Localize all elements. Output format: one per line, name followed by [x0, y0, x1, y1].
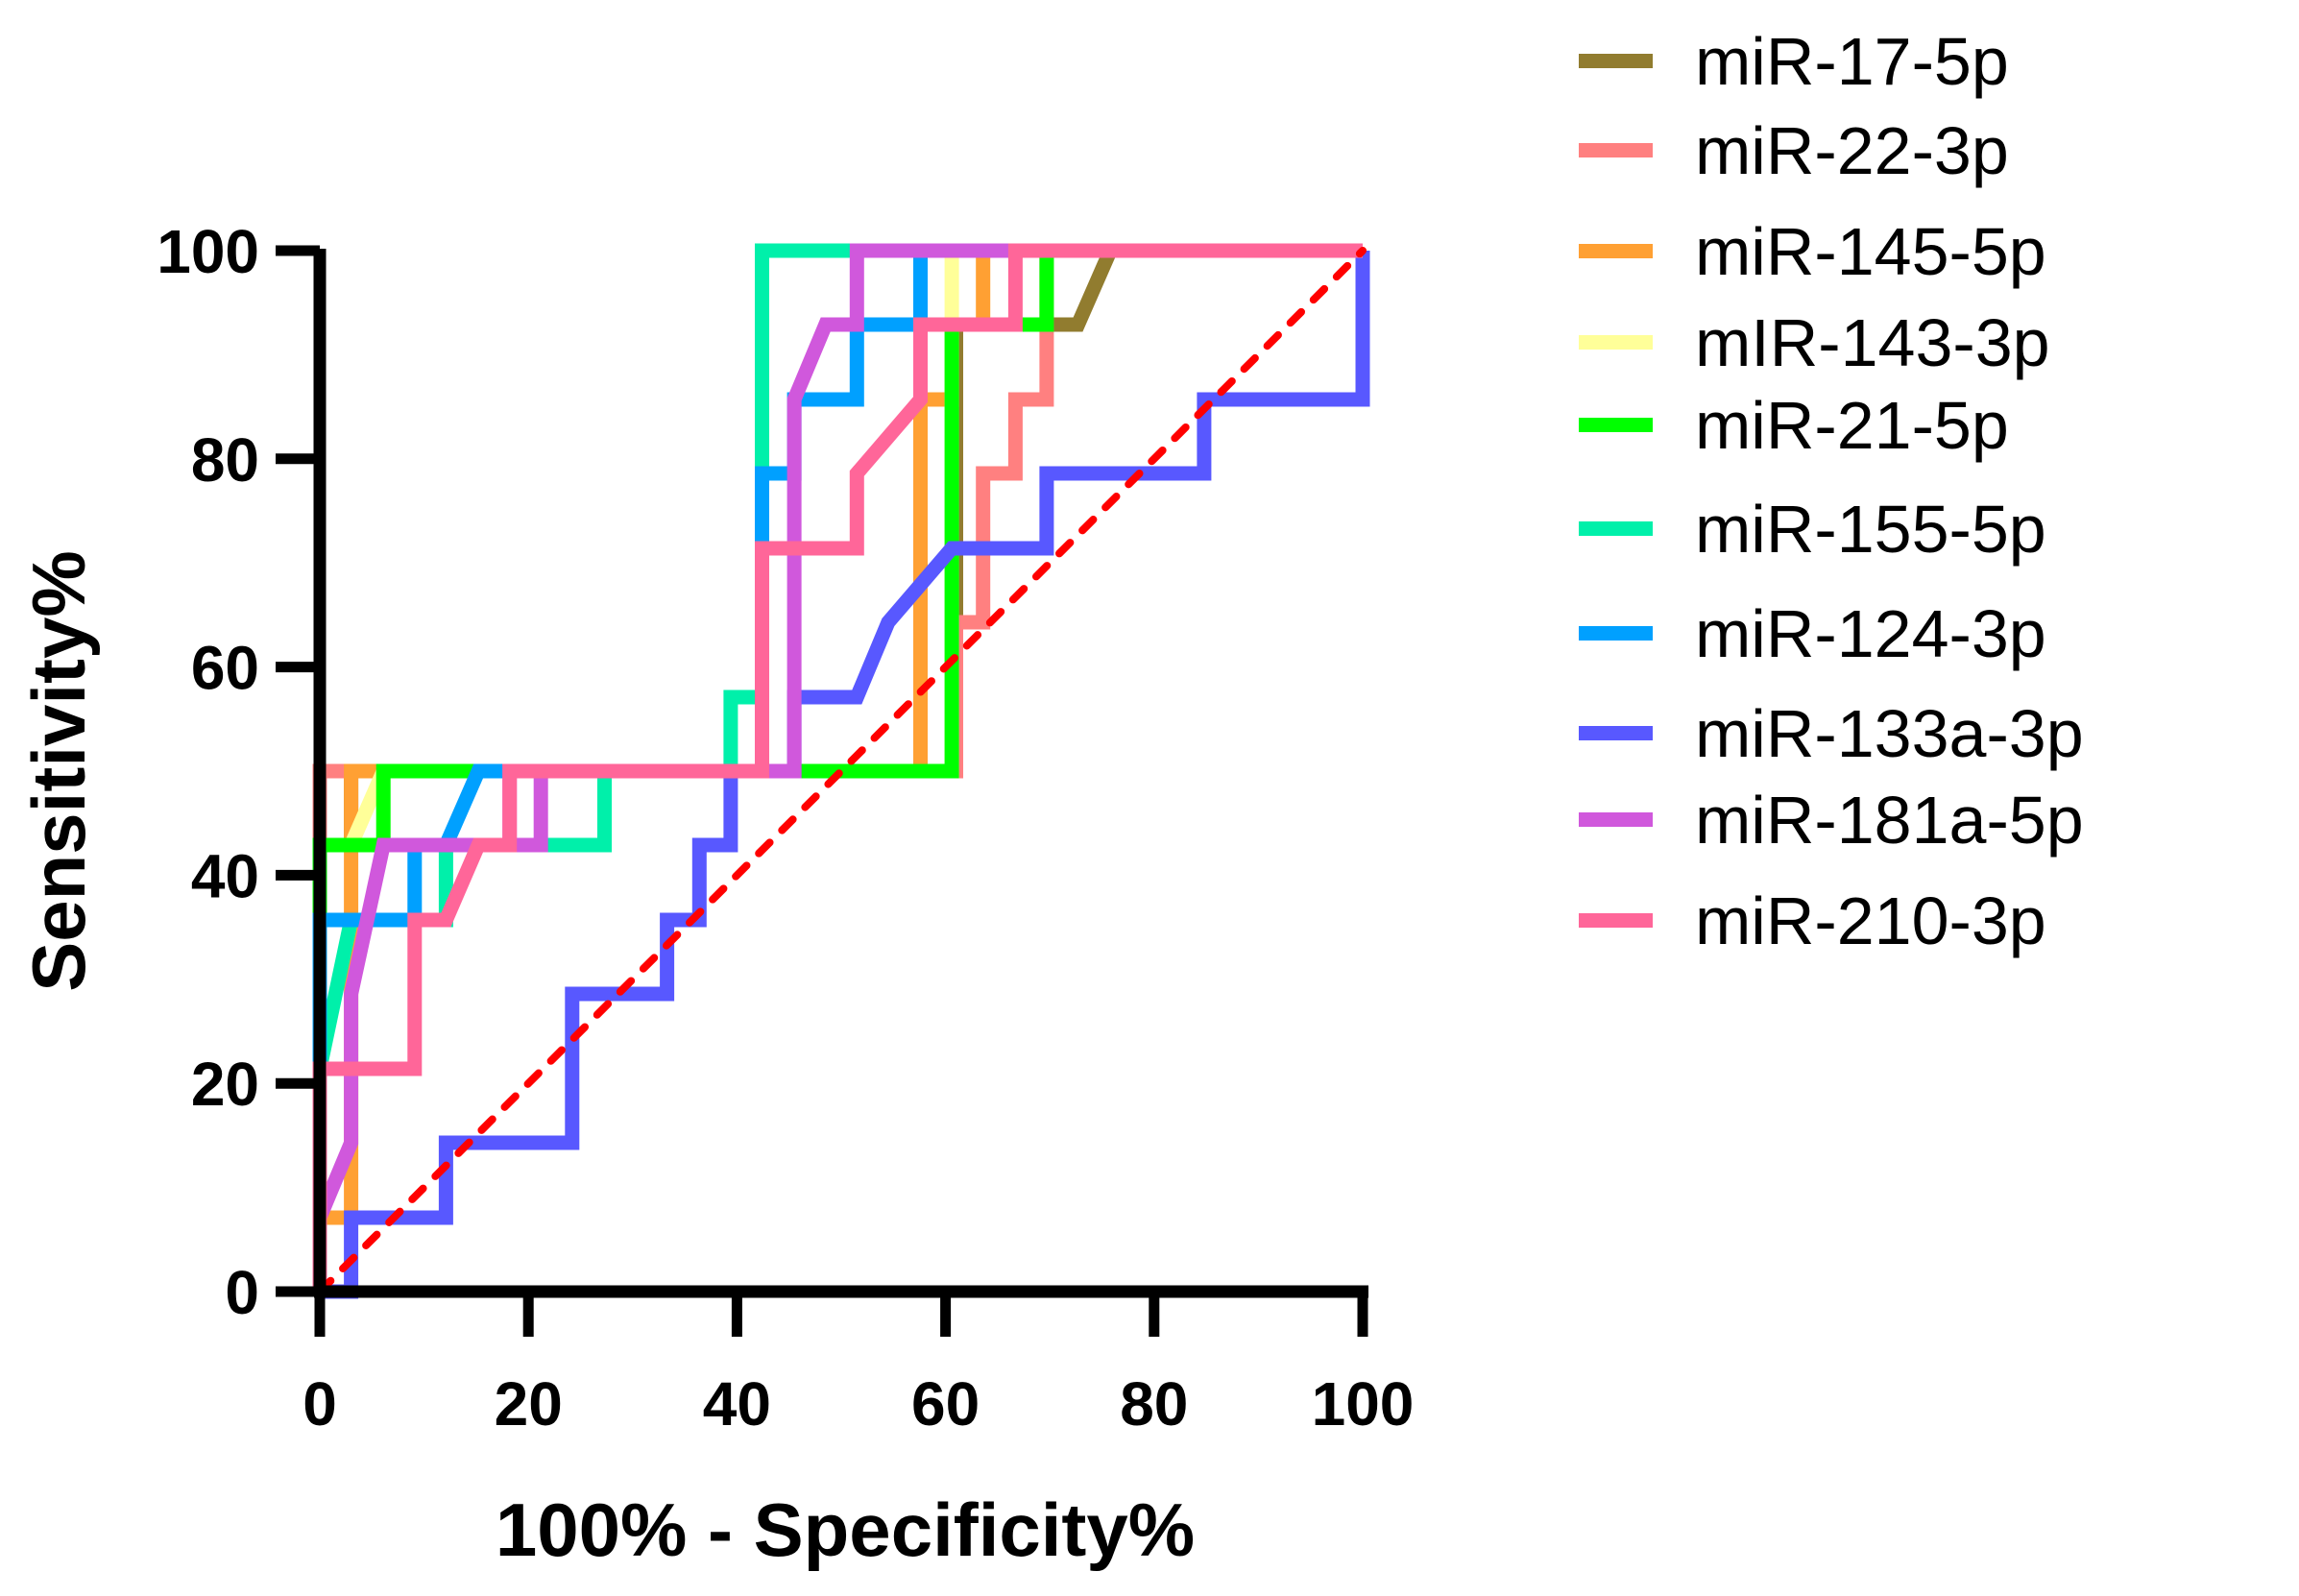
legend-swatch: [1579, 244, 1653, 258]
legend-swatch: [1579, 143, 1653, 157]
legend-swatch: [1579, 335, 1653, 350]
x-tick-label: 0: [302, 1369, 337, 1439]
legend-swatch: [1579, 913, 1653, 928]
x-axis-title: 100% - Specificity%: [496, 1487, 1195, 1572]
legend-label: miR-124-3p: [1695, 596, 2046, 671]
legend-label: miR-17-5p: [1695, 24, 2009, 99]
x-tick-label: 60: [911, 1369, 980, 1439]
y-tick-label: 100: [157, 217, 259, 286]
y-tick-label: 20: [191, 1050, 259, 1119]
legend-swatch: [1579, 418, 1653, 432]
legend-swatch: [1579, 521, 1653, 536]
legend-label: mIR-143-3p: [1695, 305, 2050, 380]
legend-label: miR-155-5p: [1695, 492, 2046, 567]
y-axis-title: Sensitivity%: [16, 550, 101, 992]
legend-swatch: [1579, 812, 1653, 827]
x-tick-label: 40: [703, 1369, 771, 1439]
y-tick-label: 0: [225, 1258, 259, 1327]
reference-diagonal-line: [316, 247, 1367, 1295]
legend-label: miR-21-5p: [1695, 388, 2009, 463]
series-line-mir-124-3p: [312, 243, 1363, 1292]
y-tick-label: 40: [191, 841, 259, 910]
x-tick-label: 20: [495, 1369, 563, 1439]
x-tick-label: 80: [1120, 1369, 1188, 1439]
legend-label: miR-210-3p: [1695, 883, 2046, 958]
series-line-mir-133a-3p: [320, 251, 1370, 1299]
x-ticks: 0 20 40 60 80 100: [302, 1292, 1414, 1439]
legend-swatch: [1579, 726, 1653, 740]
y-tick-label: 60: [191, 634, 259, 703]
series-line-mir-21-5p: [312, 243, 1363, 1292]
legend-label: miR-145-5p: [1695, 214, 2046, 289]
legend-label: miR-133a-3p: [1695, 696, 2084, 771]
x-tick-label: 100: [1312, 1369, 1415, 1439]
y-tick-label: 80: [191, 425, 259, 495]
axes: 0 20 40 60 80 100 0 20 40 60 80 100: [157, 217, 1414, 1439]
legend: miR-17-5p miR-22-3p miR-145-5p mIR-143-3p mi…: [1579, 24, 2084, 958]
legend-label: miR-181a-5p: [1695, 783, 2084, 858]
series-line-mir-181a-5p: [312, 243, 1363, 1292]
legend-swatch: [1579, 54, 1653, 68]
y-ticks: 0 20 40 60 80 100: [157, 217, 320, 1327]
legend-label: miR-22-3p: [1695, 113, 2009, 188]
legend-swatch: [1579, 626, 1653, 641]
series-line-mir-210-3p: [312, 243, 1363, 1292]
